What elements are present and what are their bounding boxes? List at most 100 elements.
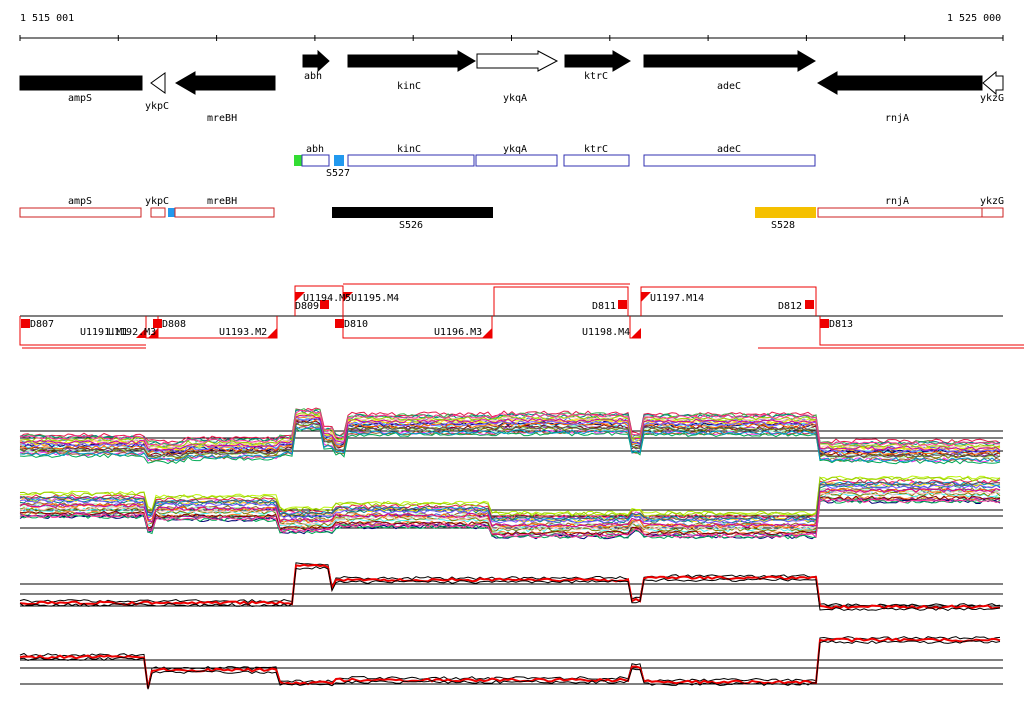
box-abh[interactable] [301, 154, 330, 167]
gene-kinC[interactable]: kinC [347, 50, 476, 92]
expression-line [19, 422, 1001, 459]
box-label: rnjA [885, 196, 909, 207]
expression-line [19, 414, 1001, 451]
segment-label: D811 [592, 301, 616, 312]
gene-ampS[interactable]: ampS [19, 75, 143, 104]
expression-line [19, 495, 1001, 536]
plus-strand-track: abh S527 kinC ykqA ktrC adeC [294, 144, 816, 179]
box-label: abh [306, 144, 324, 155]
box-ampS[interactable] [19, 207, 142, 218]
minus-multi-track [19, 475, 1003, 540]
box-ykpC[interactable] [150, 207, 166, 218]
gene-label: ykpC [145, 101, 169, 112]
gene-adeC[interactable]: adeC [643, 50, 816, 92]
box-label: adeC [717, 144, 741, 155]
gene-ktrC[interactable]: ktrC [564, 50, 631, 82]
green-marker [294, 155, 302, 166]
expression-line [19, 425, 1001, 463]
gene-label: rnjA [885, 113, 909, 124]
box-ykzG[interactable] [981, 207, 1004, 218]
gene-track: ampS ykpC mreBH abh kinC ykqA ktrC adeC [19, 49, 1004, 124]
expression-line [19, 563, 1001, 610]
segment-label: U1196.M3 [434, 327, 482, 338]
expression-line [19, 411, 1001, 448]
box-label: mreBH [207, 196, 237, 207]
segment-label: U1194.M5 [303, 293, 351, 304]
box-kinC[interactable] [347, 154, 475, 167]
expression-line [19, 566, 1001, 612]
ruler-end-label: 1 525 000 [947, 13, 1002, 24]
gene-ykpC[interactable]: ykpC [145, 72, 169, 112]
segmentation-track: D807 U1191.M1 U1192.M3 D808 U1193.M2 U11… [19, 283, 1024, 349]
segment-label: U1195.M4 [351, 293, 399, 304]
expression-line [19, 483, 1001, 524]
expression-line [19, 483, 1001, 524]
box-label: ktrC [584, 144, 608, 155]
segment-label: D810 [344, 319, 368, 330]
gene-rnjA[interactable]: rnjA [817, 71, 983, 124]
expression-line [19, 562, 1001, 608]
segment-label: U1191.M1 [80, 327, 128, 338]
gene-label: ktrC [584, 71, 608, 82]
segment-label: D807 [30, 319, 54, 330]
expression-line [19, 421, 1001, 459]
gene-label: abh [304, 71, 322, 82]
ruler-start-label: 1 515 001 [20, 13, 75, 24]
box-adeC[interactable] [643, 154, 816, 167]
gene-label: adeC [717, 81, 741, 92]
expression-line [19, 409, 1001, 446]
segment-label: D809 [295, 301, 319, 312]
segment-label: D808 [162, 319, 186, 330]
box-label: ykzG [980, 196, 1004, 207]
expression-tracks [19, 407, 1003, 690]
plus-summary-track [19, 562, 1003, 612]
gene-ykzG[interactable]: ykzG [980, 70, 1004, 104]
ruler-axis [19, 35, 1004, 41]
gene-label: ykzG [980, 93, 1004, 104]
box-label: ampS [68, 196, 92, 207]
gene-label: mreBH [207, 113, 237, 124]
blue-marker [334, 155, 344, 166]
feature-s528[interactable] [755, 207, 816, 218]
gene-ykqA[interactable]: ykqA [476, 50, 559, 104]
plus-multi-track [19, 407, 1003, 465]
segment-label: D813 [829, 319, 853, 330]
expression-line [19, 419, 1001, 456]
segment-label: U1198.M4 [582, 327, 630, 338]
expression-line [19, 487, 1001, 528]
expression-line [19, 416, 1001, 454]
segment-label: D812 [778, 301, 802, 312]
gene-mreBH[interactable]: mreBH [175, 71, 276, 124]
expression-line [19, 407, 1001, 444]
box-label: ykpC [145, 196, 169, 207]
expression-line [19, 480, 1000, 521]
box-label: kinC [397, 144, 421, 155]
segment-label: U1192.M3 [108, 327, 156, 338]
box-ktrC[interactable] [563, 154, 630, 167]
gene-label: ykqA [503, 93, 527, 104]
blue-marker [168, 208, 175, 217]
minus-summary-track [19, 636, 1003, 690]
segment-label: U1193.M2 [219, 327, 267, 338]
marker-label-s527: S527 [326, 168, 350, 179]
gene-abh[interactable]: abh [302, 49, 330, 82]
segment-label: U1197.M14 [650, 293, 704, 304]
feature-label: S526 [399, 220, 423, 231]
expression-line [19, 498, 1001, 539]
gene-label: kinC [397, 81, 421, 92]
minus-strand-track: ampS ykpC mreBH S526 S528 rnjA ykzG [19, 196, 1004, 231]
feature-label: S528 [771, 220, 795, 231]
expression-line [19, 637, 1001, 689]
box-label: ykqA [503, 144, 527, 155]
gene-label: ampS [68, 93, 92, 104]
box-ykqA[interactable] [475, 154, 558, 167]
box-mreBH[interactable] [174, 207, 275, 218]
box-rnjA[interactable] [817, 207, 983, 218]
expression-line [19, 478, 1001, 520]
feature-s526[interactable] [332, 207, 493, 218]
expression-line [19, 640, 1001, 690]
expression-line [19, 476, 1001, 517]
expression-line [19, 491, 1001, 532]
expression-line [19, 427, 1001, 465]
